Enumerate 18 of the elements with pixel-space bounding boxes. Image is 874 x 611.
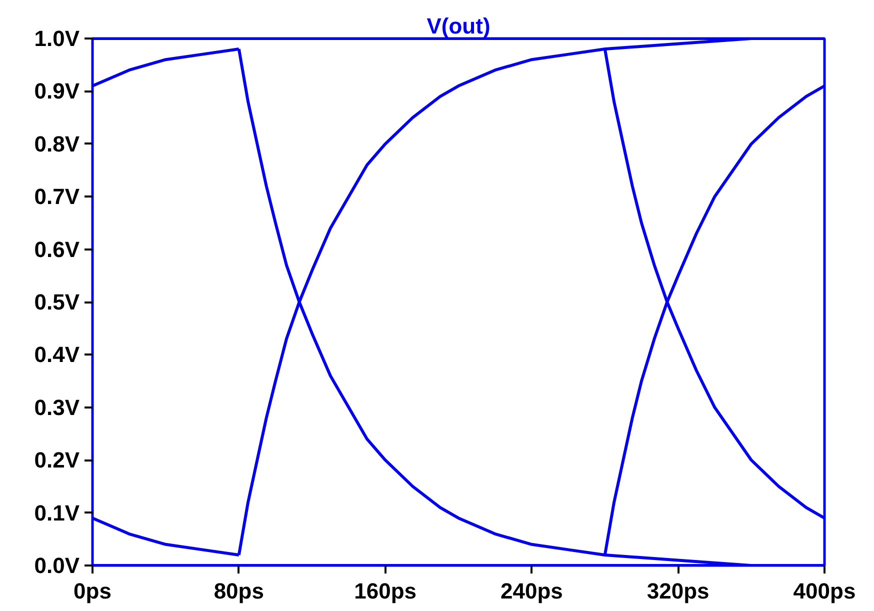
y-tick-label: 0.0V	[34, 553, 80, 578]
x-tick-label: 80ps	[214, 578, 264, 604]
x-tick-label: 0ps	[74, 578, 112, 604]
y-tick-label: 0.3V	[34, 394, 80, 420]
y-tick-label: 0.7V	[34, 184, 80, 210]
x-tick-label: 400ps	[793, 578, 856, 604]
y-tick-label: 0.2V	[34, 448, 80, 473]
x-tick-label: 320ps	[646, 578, 710, 604]
y-tick-label: 0.4V	[34, 342, 80, 368]
chart-title: V(out)	[426, 14, 490, 38]
y-tick-label: 0.8V	[34, 131, 80, 156]
y-tick-label: 0.5V	[34, 290, 80, 314]
x-tick-label: 240ps	[500, 578, 563, 604]
y-tick-label: 0.6V	[34, 236, 80, 262]
x-tick-label: 160ps	[354, 578, 416, 604]
y-tick-label: 0.9V	[34, 78, 80, 104]
y-tick-label: 0.1V	[34, 500, 80, 526]
y-tick-label: 1.0V	[34, 26, 80, 51]
